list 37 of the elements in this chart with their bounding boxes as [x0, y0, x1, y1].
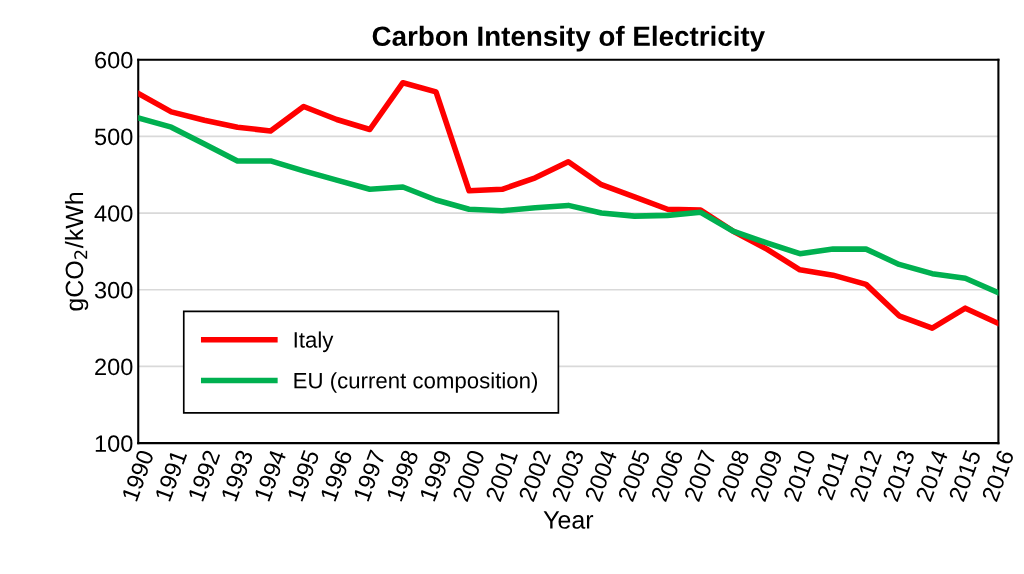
legend-label: EU (current composition): [294, 372, 538, 393]
x-tick-label: 1993: [220, 449, 254, 502]
x-axis-title: Year: [543, 511, 594, 529]
x-tick-label: 2015: [948, 449, 982, 503]
x-tick-label: 1996: [319, 449, 353, 502]
y-tick-label: 300: [94, 281, 133, 299]
x-tick-label: 1992: [187, 449, 221, 502]
x-tick-label: 1999: [419, 449, 452, 502]
y-tick-label: 600: [95, 51, 133, 69]
x-tick-label: 2004: [584, 448, 618, 503]
x-tick-label: 2001: [485, 449, 519, 503]
x-tick-label: 2000: [452, 449, 486, 503]
x-tick-label: 2013: [882, 449, 916, 503]
x-tick-label: 2010: [782, 449, 816, 503]
x-tick-label: 2011: [816, 449, 849, 501]
y-tick-label: 100: [95, 435, 133, 452]
x-tick-label: 2006: [650, 449, 684, 503]
legend-label: Italy: [294, 331, 334, 353]
x-tick-label: 1995: [286, 449, 320, 502]
x-tick-label: 2003: [551, 449, 585, 503]
x-tick-label: 2016: [981, 449, 1015, 503]
y-axis-title: gCO$_{2}$/kWh: [64, 192, 89, 311]
x-tick-label: 2014: [915, 448, 949, 503]
x-tick-label: 2009: [749, 449, 783, 503]
x-tick-label: 2012: [849, 449, 882, 503]
x-tick-label: 2005: [617, 449, 651, 503]
x-tick-label: 1998: [386, 449, 419, 502]
x-tick-label: 2007: [683, 449, 717, 503]
chart-title: Carbon Intensity of Electricity: [372, 25, 765, 52]
x-tick-label: 2002: [518, 449, 552, 503]
x-tick-label: 1991: [154, 449, 188, 502]
x-tick-label: 1997: [353, 449, 386, 502]
y-tick-label: 200: [95, 358, 133, 376]
x-tick-label: 1994: [253, 448, 287, 502]
x-tick-label: 2008: [716, 449, 750, 503]
y-tick-label: 500: [94, 128, 133, 146]
y-tick-label: 400: [94, 205, 133, 222]
